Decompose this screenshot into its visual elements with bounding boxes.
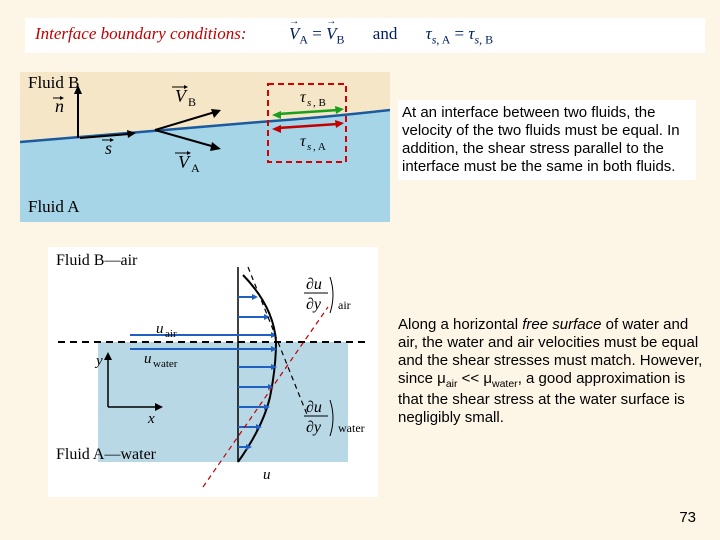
svg-text:B: B: [188, 95, 196, 109]
svg-text:n: n: [55, 96, 64, 116]
svg-text:∂y: ∂y: [306, 296, 322, 313]
svg-text:water: water: [153, 358, 178, 370]
svg-text:∂y: ∂y: [306, 419, 322, 436]
svg-text:x: x: [147, 411, 155, 427]
svg-text:A: A: [191, 161, 200, 175]
interface-explanation-text: At an interface between two fluids, the …: [398, 100, 696, 180]
svg-text:∂u: ∂u: [306, 276, 322, 293]
svg-text:s: s: [307, 97, 311, 109]
header-label: Interface boundary conditions:: [35, 24, 247, 43]
fluid-a-label: Fluid A: [28, 197, 80, 216]
svg-text:u: u: [156, 321, 164, 337]
svg-text:, B: , B: [313, 97, 326, 109]
boundary-conditions-header: Interface boundary conditions: →VA = →VB…: [25, 18, 705, 53]
free-surface-diagram: y x Fluid B—air Fluid A—water uair uwate…: [48, 247, 378, 497]
page-number: 73: [679, 509, 696, 526]
header-eq1: →VA = →VB: [289, 24, 344, 43]
svg-text:Fluid A—water: Fluid A—water: [56, 446, 157, 463]
svg-text:u: u: [144, 351, 152, 367]
svg-text:u: u: [263, 467, 271, 483]
svg-text:, A: , A: [313, 141, 326, 153]
header-and: and: [373, 24, 398, 43]
svg-text:water: water: [338, 421, 365, 435]
svg-text:air: air: [338, 298, 351, 312]
interface-diagram: n s V B V A τ s , B τ s , A Fluid B: [20, 72, 390, 222]
svg-text:air: air: [165, 328, 177, 340]
fluid-b-label: Fluid B: [28, 73, 80, 92]
svg-text:s: s: [307, 141, 311, 153]
svg-text:y: y: [94, 353, 103, 369]
header-eq2: τs, A = τs, B: [426, 24, 493, 43]
free-surface-explanation-text: Along a horizontal free surface of water…: [398, 316, 708, 427]
svg-text:∂u: ∂u: [306, 399, 322, 416]
svg-text:Fluid B—air: Fluid B—air: [56, 252, 138, 269]
